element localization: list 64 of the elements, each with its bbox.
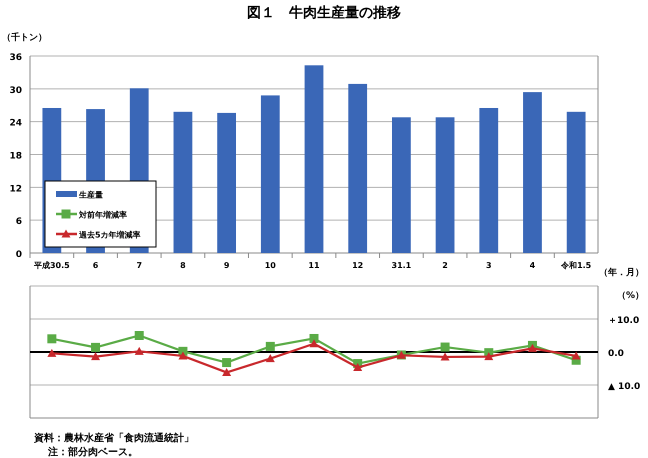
- x-tick-label: 10: [264, 261, 276, 270]
- legend-label: 生産量: [78, 190, 103, 200]
- point: [134, 331, 144, 340]
- x-axis-title: （年．月）: [599, 267, 644, 278]
- legend: 対前年増減率: [56, 210, 127, 220]
- point: [91, 352, 100, 360]
- y-tick-label: 24: [9, 118, 22, 129]
- x-tick-label: 31.1: [392, 261, 412, 270]
- bar: [260, 95, 280, 253]
- point: [310, 334, 318, 343]
- y-axis-title: （%）: [616, 291, 644, 301]
- x-tick-label: 9: [224, 261, 230, 270]
- legend: 過去5カ年増減率: [56, 230, 141, 240]
- x-tick-label: 7: [136, 261, 142, 270]
- chart-title: 図１ 牛肉生産量の推移: [247, 4, 401, 21]
- bar: [479, 108, 498, 253]
- legend-label: 対前年増減率: [78, 210, 127, 220]
- point: [47, 334, 56, 344]
- point: [572, 351, 581, 360]
- y-tick-label: 18: [9, 152, 22, 162]
- x-tick-label: 11: [308, 261, 320, 270]
- y-tick-label: 36: [9, 53, 22, 63]
- point: [91, 342, 100, 352]
- point: [310, 339, 318, 348]
- y-tick-label: ＋10.0: [608, 316, 640, 326]
- text: 注：部分肉ベース。: [47, 446, 138, 458]
- point: [266, 342, 275, 351]
- point: [222, 358, 232, 368]
- x-tick-label: 4: [530, 261, 536, 270]
- y-tick-label: 0: [16, 250, 22, 260]
- x-tick-label: 12: [352, 261, 364, 270]
- bar: [436, 117, 454, 253]
- point: [47, 348, 56, 357]
- point: [440, 352, 450, 360]
- legend: 生産量: [56, 190, 103, 200]
- x-tick-label: 令和1.5: [560, 261, 592, 270]
- point: [222, 368, 232, 376]
- point: [353, 363, 362, 372]
- bar: [566, 112, 586, 253]
- x-tick-label: 2: [442, 261, 448, 270]
- bar: [304, 65, 324, 253]
- x-tick-label: 6: [92, 261, 99, 270]
- text: 資料：農林水産省「食肉流通統計」: [33, 432, 194, 444]
- y-tick-label: 0.0: [608, 349, 624, 359]
- y-tick-label: 30: [9, 86, 22, 96]
- bar: [523, 92, 542, 253]
- y-tick-label: ▲ 10.0: [608, 382, 640, 392]
- point: [528, 344, 537, 352]
- point: [178, 351, 188, 360]
- point: [484, 352, 494, 360]
- point: [134, 346, 144, 355]
- y-tick-label: 6: [16, 217, 22, 228]
- x-tick-label: 平成30.5: [32, 261, 70, 270]
- legend-label: 過去5カ年増減率: [78, 230, 141, 240]
- y-axis-title: （千トン）: [2, 32, 47, 43]
- point: [440, 342, 450, 352]
- point: [266, 354, 275, 362]
- bar: [348, 84, 368, 253]
- bar: [392, 117, 411, 253]
- y-tick-label: 12: [9, 184, 22, 194]
- bar: [217, 112, 236, 253]
- x-tick-label: 3: [486, 261, 492, 270]
- x-tick-label: 8: [180, 261, 186, 270]
- bar: [174, 112, 192, 253]
